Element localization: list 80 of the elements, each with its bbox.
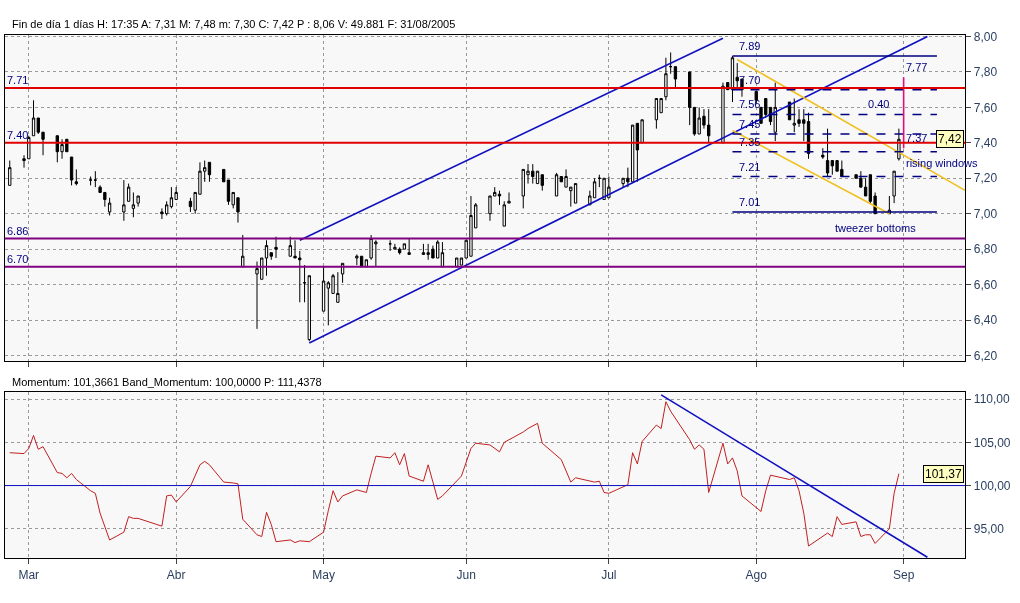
candlestick <box>407 238 411 255</box>
annotation: 7.21 <box>739 161 761 173</box>
y-tick-label: 7,40 <box>973 136 998 151</box>
candlestick <box>654 98 659 130</box>
y-tick-label: 6,60 <box>973 277 998 292</box>
annotation: 7.01 <box>739 196 761 208</box>
y-tick-label: 6,20 <box>973 348 998 363</box>
candlestick <box>440 241 445 268</box>
candlestick <box>502 200 506 227</box>
candlestick <box>455 257 459 268</box>
y-tick-label: 95,00 <box>973 521 1005 536</box>
chart-title: Fin de día 1 días H: 17:35 A: 7,31 M: 7,48 m: 7,30 C: 7,42 P : 8,06 V: 49.881 F: 31/08/2005 <box>12 18 456 30</box>
candlestick <box>131 191 136 218</box>
annotation: 7.56 <box>739 98 761 110</box>
x-tick-label: Jul <box>601 567 617 582</box>
candlestick <box>241 234 245 268</box>
y-tick-label: 7,60 <box>973 100 998 115</box>
annotation: tweezer bottoms <box>835 222 917 234</box>
ref-line-label: 7.71 <box>7 74 29 86</box>
candlestick <box>122 179 126 222</box>
candlestick <box>892 170 896 204</box>
candlestick <box>164 200 169 216</box>
annotation: 7.77 <box>906 61 928 73</box>
line-series <box>9 401 900 547</box>
candlestick <box>688 71 692 126</box>
x-tick-label: Ago <box>745 567 768 582</box>
candlestick <box>169 186 174 209</box>
chart-title: Momentum: 101,3661 Band_Momentum: 100,0000 P: 111,4378 <box>12 376 322 388</box>
y-tick-label: 100,00 <box>973 478 1011 493</box>
x-tick-label: Jun <box>456 567 476 582</box>
y-tick-label: 6,80 <box>973 242 998 257</box>
candlestick <box>664 57 668 101</box>
y-tick-label: 8,00 <box>973 29 998 44</box>
y-tick-label: 7,00 <box>973 206 998 221</box>
y-tick-label: 105,00 <box>973 435 1011 450</box>
candlestick <box>126 183 131 202</box>
ref-line-label: 6.86 <box>7 225 29 237</box>
candlestick <box>773 82 777 142</box>
candlestick <box>274 236 278 259</box>
annotation: 101,37 <box>925 467 963 481</box>
y-tick-label: 6,40 <box>973 313 998 328</box>
ref-line-label: 7.40 <box>7 129 29 141</box>
candlestick <box>825 128 830 177</box>
candlestick <box>573 183 578 204</box>
candlestick <box>107 197 112 216</box>
candlestick <box>540 174 544 192</box>
x-tick-label: Mar <box>18 567 40 582</box>
candlestick <box>402 243 407 250</box>
x-tick-label: Sep <box>892 567 915 582</box>
candlestick <box>93 170 97 188</box>
y-tick-label: 7,20 <box>973 171 998 186</box>
candlestick <box>507 191 511 204</box>
y-tick-label: 110,00 <box>973 392 1010 407</box>
candlestick <box>692 106 697 137</box>
candlestick <box>69 156 74 186</box>
candlestick <box>668 51 673 75</box>
annotation: 7.37 <box>906 132 928 144</box>
ref-line-label: 6.70 <box>7 253 29 265</box>
annotation: 7,42 <box>938 132 962 146</box>
candlestick <box>355 253 359 266</box>
candlestick <box>136 195 140 208</box>
x-tick-label: May <box>312 567 335 582</box>
y-tick-label: 7,80 <box>973 65 998 80</box>
candlestick <box>821 147 825 160</box>
candlestick <box>497 190 502 206</box>
candlestick <box>264 239 269 277</box>
candlestick <box>207 161 212 183</box>
candlestick <box>321 266 326 312</box>
candlestick <box>388 239 392 252</box>
candlestick <box>8 160 12 186</box>
candlestick <box>635 122 640 183</box>
candlestick <box>673 66 678 89</box>
annotation: 7.70 <box>739 74 761 86</box>
annotation: 0.40 <box>868 98 890 110</box>
annotation: 7.89 <box>739 40 761 52</box>
candlestick <box>74 168 78 186</box>
candlestick <box>393 243 397 250</box>
x-tick-label: Abr <box>166 567 186 582</box>
candlestick <box>554 172 559 197</box>
candlestick <box>31 99 36 137</box>
